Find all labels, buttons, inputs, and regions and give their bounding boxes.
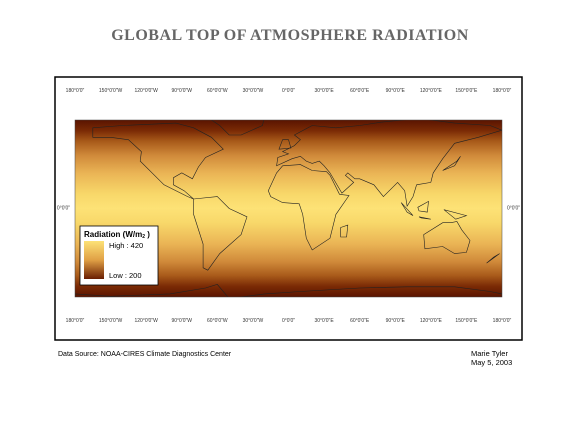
map-border (74, 119, 503, 298)
longitude-label: 150°0'0"W (99, 318, 123, 324)
longitude-label: 90°0'0"E (386, 318, 406, 324)
longitude-label: 180°0'0" (66, 318, 85, 324)
longitude-label: 0°0'0" (282, 88, 295, 94)
landmass (276, 120, 502, 207)
source: Data Source: NOAA-CIRES Climate Diagnost… (58, 351, 232, 358)
landmass (486, 253, 500, 264)
longitude-label: 60°0'0"W (207, 318, 228, 324)
longitude-label: 150°0'0"E (455, 318, 478, 324)
title: GLOBAL TOP OF ATMOSPHERE RADIATION (111, 27, 469, 44)
longitude-label: 150°0'0"E (455, 88, 478, 94)
longitude-label: 30°0'0"E (314, 318, 334, 324)
longitude-label: 90°0'0"W (171, 318, 192, 324)
longitude-label: 120°0'0"E (420, 318, 443, 324)
longitude-label: 30°0'0"W (243, 88, 264, 94)
landmass (417, 200, 429, 213)
longitude-label: 30°0'0"E (314, 88, 334, 94)
legend: Radiation (W/m2 ) High : 420 Low : 200 (79, 225, 159, 286)
landmass (400, 202, 414, 216)
legend-title: Radiation (W/m2 ) (84, 230, 150, 240)
longitude-label: 90°0'0"E (386, 88, 406, 94)
landmass (340, 224, 349, 238)
landmass (423, 221, 471, 254)
legend-ramp (84, 241, 104, 279)
landmass (418, 216, 431, 220)
legend-low: Low : 200 (109, 271, 142, 280)
longitude-label: 0°0'0" (282, 318, 295, 324)
landmass (443, 209, 468, 220)
coastlines (75, 120, 502, 297)
landmass (442, 156, 461, 171)
landmass (267, 164, 350, 251)
longitude-label: 120°0'0"W (134, 88, 158, 94)
longitude-label: 120°0'0"E (420, 88, 443, 94)
longitude-label: 180°0'0" (66, 88, 85, 94)
longitude-label: 180°0'0" (493, 88, 512, 94)
longitude-label: 120°0'0"W (134, 318, 158, 324)
legend-high: High : 420 (109, 241, 143, 250)
landmass (92, 122, 224, 200)
author: Marie Tyler (471, 349, 508, 358)
longitude-label: 60°0'0"W (207, 88, 228, 94)
graticule-labels: 180°0'0" 180°0'0" 150°0'0"W 150°0'0"W 120°0'… (66, 88, 512, 324)
latitude-label: 0°0'0" (507, 205, 520, 211)
landmass (278, 139, 292, 150)
longitude-label: 180°0'0" (493, 318, 512, 324)
latitude-label: 0°0'0" (57, 205, 70, 211)
longitude-label: 60°0'0"E (350, 88, 370, 94)
landmass (75, 284, 502, 297)
longitude-label: 30°0'0"W (243, 318, 264, 324)
landmass (193, 196, 248, 271)
longitude-label: 150°0'0"W (99, 88, 123, 94)
landmass (210, 120, 265, 136)
longitude-label: 90°0'0"W (171, 88, 192, 94)
longitude-label: 60°0'0"E (350, 318, 370, 324)
date: May 5, 2003 (471, 358, 512, 367)
